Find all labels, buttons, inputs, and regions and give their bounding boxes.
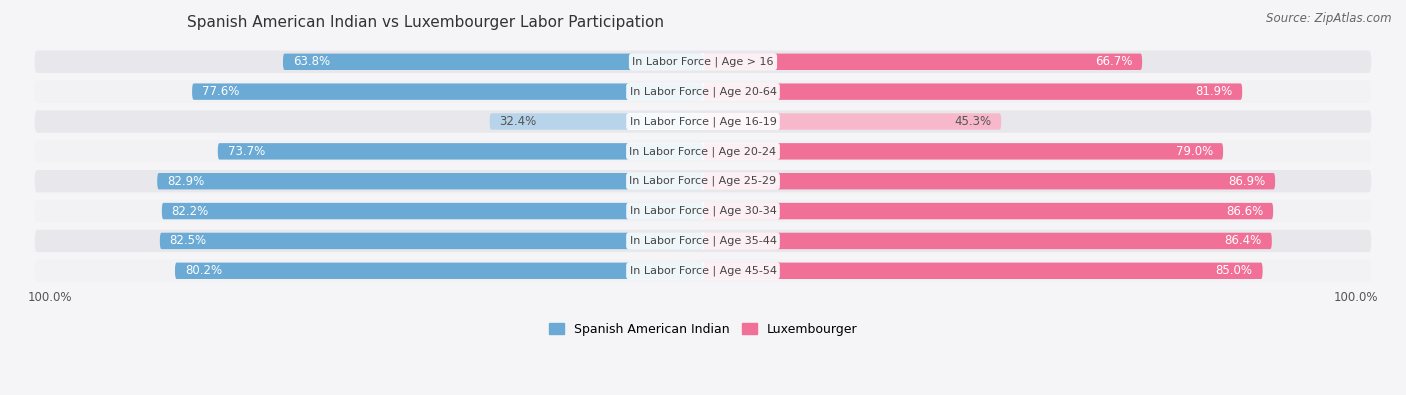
FancyBboxPatch shape [283, 54, 703, 70]
FancyBboxPatch shape [174, 263, 703, 279]
Text: In Labor Force | Age 20-64: In Labor Force | Age 20-64 [630, 87, 776, 97]
FancyBboxPatch shape [162, 203, 703, 219]
FancyBboxPatch shape [703, 83, 1243, 100]
FancyBboxPatch shape [703, 173, 1275, 190]
Text: In Labor Force | Age 20-24: In Labor Force | Age 20-24 [630, 146, 776, 156]
Text: In Labor Force | Age 25-29: In Labor Force | Age 25-29 [630, 176, 776, 186]
Text: 45.3%: 45.3% [955, 115, 991, 128]
Text: In Labor Force | Age 30-34: In Labor Force | Age 30-34 [630, 206, 776, 216]
Text: Source: ZipAtlas.com: Source: ZipAtlas.com [1267, 12, 1392, 25]
FancyBboxPatch shape [703, 203, 1274, 219]
Text: In Labor Force | Age 35-44: In Labor Force | Age 35-44 [630, 236, 776, 246]
Text: 86.4%: 86.4% [1225, 234, 1263, 247]
Text: In Labor Force | Age > 16: In Labor Force | Age > 16 [633, 56, 773, 67]
FancyBboxPatch shape [35, 170, 1371, 192]
FancyBboxPatch shape [703, 233, 1272, 249]
FancyBboxPatch shape [703, 54, 1142, 70]
FancyBboxPatch shape [35, 260, 1371, 282]
FancyBboxPatch shape [218, 143, 703, 160]
Text: 100.0%: 100.0% [1333, 291, 1378, 304]
Text: 32.4%: 32.4% [499, 115, 537, 128]
Text: In Labor Force | Age 45-54: In Labor Force | Age 45-54 [630, 265, 776, 276]
Text: 82.5%: 82.5% [170, 234, 207, 247]
FancyBboxPatch shape [35, 140, 1371, 163]
Text: 86.6%: 86.6% [1226, 205, 1263, 218]
FancyBboxPatch shape [489, 113, 703, 130]
Text: 73.7%: 73.7% [228, 145, 264, 158]
FancyBboxPatch shape [35, 230, 1371, 252]
FancyBboxPatch shape [35, 200, 1371, 222]
Text: 66.7%: 66.7% [1095, 55, 1132, 68]
FancyBboxPatch shape [35, 51, 1371, 73]
Text: In Labor Force | Age 16-19: In Labor Force | Age 16-19 [630, 116, 776, 127]
FancyBboxPatch shape [35, 81, 1371, 103]
Text: Spanish American Indian vs Luxembourger Labor Participation: Spanish American Indian vs Luxembourger … [187, 15, 664, 30]
Text: 81.9%: 81.9% [1195, 85, 1232, 98]
FancyBboxPatch shape [703, 143, 1223, 160]
Text: 80.2%: 80.2% [184, 264, 222, 277]
Legend: Spanish American Indian, Luxembourger: Spanish American Indian, Luxembourger [544, 318, 862, 340]
Text: 86.9%: 86.9% [1227, 175, 1265, 188]
Text: 100.0%: 100.0% [28, 291, 73, 304]
FancyBboxPatch shape [703, 113, 1001, 130]
FancyBboxPatch shape [157, 173, 703, 190]
Text: 79.0%: 79.0% [1175, 145, 1213, 158]
FancyBboxPatch shape [703, 263, 1263, 279]
Text: 82.2%: 82.2% [172, 205, 209, 218]
Text: 85.0%: 85.0% [1216, 264, 1253, 277]
Text: 82.9%: 82.9% [167, 175, 204, 188]
Text: 63.8%: 63.8% [292, 55, 330, 68]
FancyBboxPatch shape [35, 110, 1371, 133]
Text: 77.6%: 77.6% [202, 85, 239, 98]
FancyBboxPatch shape [160, 233, 703, 249]
FancyBboxPatch shape [193, 83, 703, 100]
